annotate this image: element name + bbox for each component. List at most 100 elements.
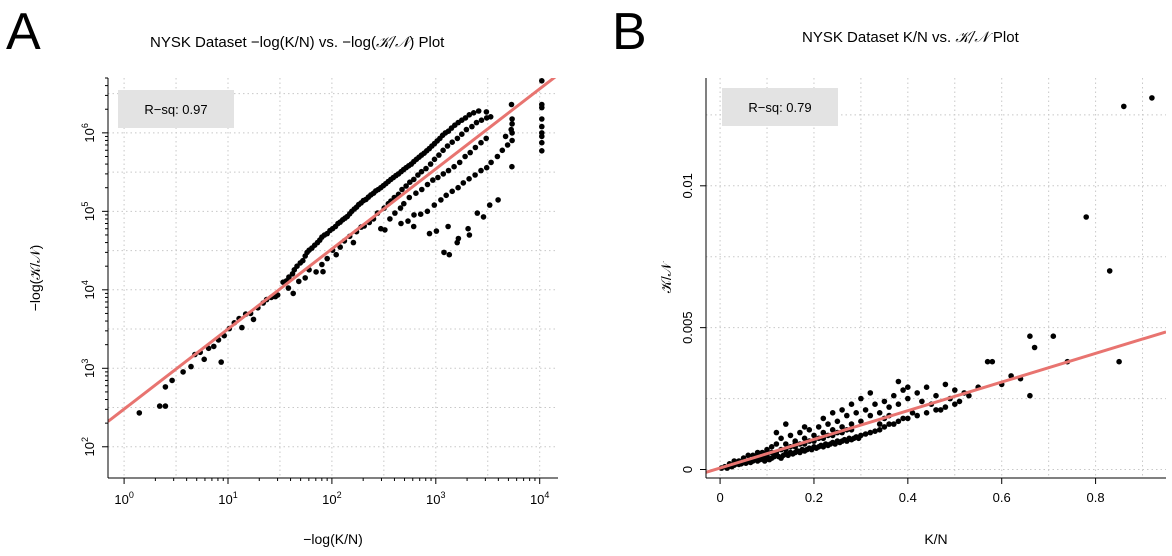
data-point xyxy=(466,112,473,118)
data-point xyxy=(286,274,292,280)
data-point xyxy=(438,197,444,203)
chart-a-y-tick-label: 103 xyxy=(80,359,97,378)
data-point xyxy=(848,421,855,427)
data-point xyxy=(1027,392,1033,399)
data-point xyxy=(436,152,442,158)
chart-b-y-tick-label: 0 xyxy=(680,466,695,473)
data-point xyxy=(872,428,878,435)
chart-b-points xyxy=(718,95,1155,471)
data-point xyxy=(201,356,207,363)
data-point xyxy=(820,429,827,436)
chart-b-y-tick-label: 0.01 xyxy=(680,173,695,198)
data-point xyxy=(407,179,413,185)
data-point xyxy=(862,431,869,437)
data-point xyxy=(459,131,465,137)
data-point xyxy=(768,444,775,450)
data-point xyxy=(539,116,545,122)
chart-a-x-tick-label: 103 xyxy=(426,490,445,507)
data-point xyxy=(456,159,463,166)
chart-b-title: NYSK Dataset K/N vs. 𝒦/𝒩 Plot xyxy=(802,28,1019,46)
data-point xyxy=(319,261,325,268)
data-point xyxy=(1050,333,1057,340)
data-point xyxy=(1106,268,1113,274)
data-point xyxy=(848,401,855,408)
data-point xyxy=(392,210,398,216)
chart-b-fit-line xyxy=(706,330,1166,474)
data-point xyxy=(403,183,409,189)
data-point xyxy=(300,257,306,264)
data-point xyxy=(473,119,480,126)
data-point xyxy=(472,144,479,151)
title-a-part-1: NYSK Dataset xyxy=(150,34,251,51)
data-point xyxy=(933,392,939,399)
data-point xyxy=(783,441,789,447)
data-point xyxy=(914,390,920,396)
data-point xyxy=(895,401,902,408)
data-point xyxy=(858,418,864,425)
data-point xyxy=(250,316,257,323)
chart-a-x-tick-label: 101 xyxy=(218,490,237,507)
data-point xyxy=(480,214,487,220)
chart-a-x-axis-label: −log(K/N) xyxy=(303,531,363,547)
data-point xyxy=(745,452,751,459)
chart-b-x-tick-label: 0.6 xyxy=(993,490,1011,505)
data-point xyxy=(218,359,224,365)
data-point xyxy=(1121,103,1127,110)
data-point xyxy=(470,110,477,116)
data-point xyxy=(424,181,431,188)
data-point xyxy=(488,159,494,166)
data-point xyxy=(478,167,484,174)
data-point xyxy=(867,390,874,396)
data-point xyxy=(478,139,484,146)
data-point xyxy=(825,421,831,427)
chart-a-x-tick-label: 104 xyxy=(530,490,549,507)
data-point xyxy=(900,387,906,393)
data-point xyxy=(783,421,789,427)
data-point xyxy=(454,239,461,246)
data-point xyxy=(475,108,482,114)
data-point xyxy=(382,227,388,233)
data-point xyxy=(881,424,888,430)
data-point xyxy=(933,407,939,413)
data-point xyxy=(891,392,897,399)
data-point xyxy=(397,205,404,211)
data-point xyxy=(169,377,175,384)
data-point xyxy=(966,392,972,399)
data-point xyxy=(773,429,780,436)
data-point xyxy=(773,441,780,447)
data-point xyxy=(180,369,186,375)
data-point xyxy=(419,186,425,193)
data-point xyxy=(886,421,892,427)
data-point xyxy=(858,432,864,439)
data-point xyxy=(466,232,473,238)
data-point xyxy=(504,142,511,148)
data-point xyxy=(463,126,470,133)
chart-a-rsq-label: R−sq: 0.97 xyxy=(144,102,207,117)
data-point xyxy=(919,398,925,405)
data-point xyxy=(406,194,413,201)
title-a-part-5: 𝒦/𝒩 xyxy=(375,33,410,51)
chart-b-x-axis-label: K/N xyxy=(924,531,947,547)
data-point xyxy=(952,401,958,408)
data-point xyxy=(801,435,808,442)
data-point xyxy=(431,156,438,163)
chart-b-rsq-label: R−sq: 0.79 xyxy=(748,100,811,115)
data-point xyxy=(952,387,958,393)
data-point xyxy=(1031,344,1038,351)
chart-b-grid xyxy=(706,78,1166,478)
data-point xyxy=(905,415,911,422)
chart-a-grid xyxy=(108,78,558,478)
data-point xyxy=(465,225,471,232)
data-point xyxy=(502,133,509,140)
chart-a-x-tick-label: 102 xyxy=(322,490,341,507)
data-point xyxy=(472,172,478,178)
data-point xyxy=(494,153,501,160)
chart-a-y-axis-label: −log(𝒦/𝒩) xyxy=(27,245,43,312)
data-point xyxy=(539,133,545,140)
data-point xyxy=(462,153,468,160)
panel-b-label: B xyxy=(612,3,647,61)
data-point xyxy=(778,435,784,442)
data-point xyxy=(415,172,421,178)
data-point xyxy=(801,424,808,430)
